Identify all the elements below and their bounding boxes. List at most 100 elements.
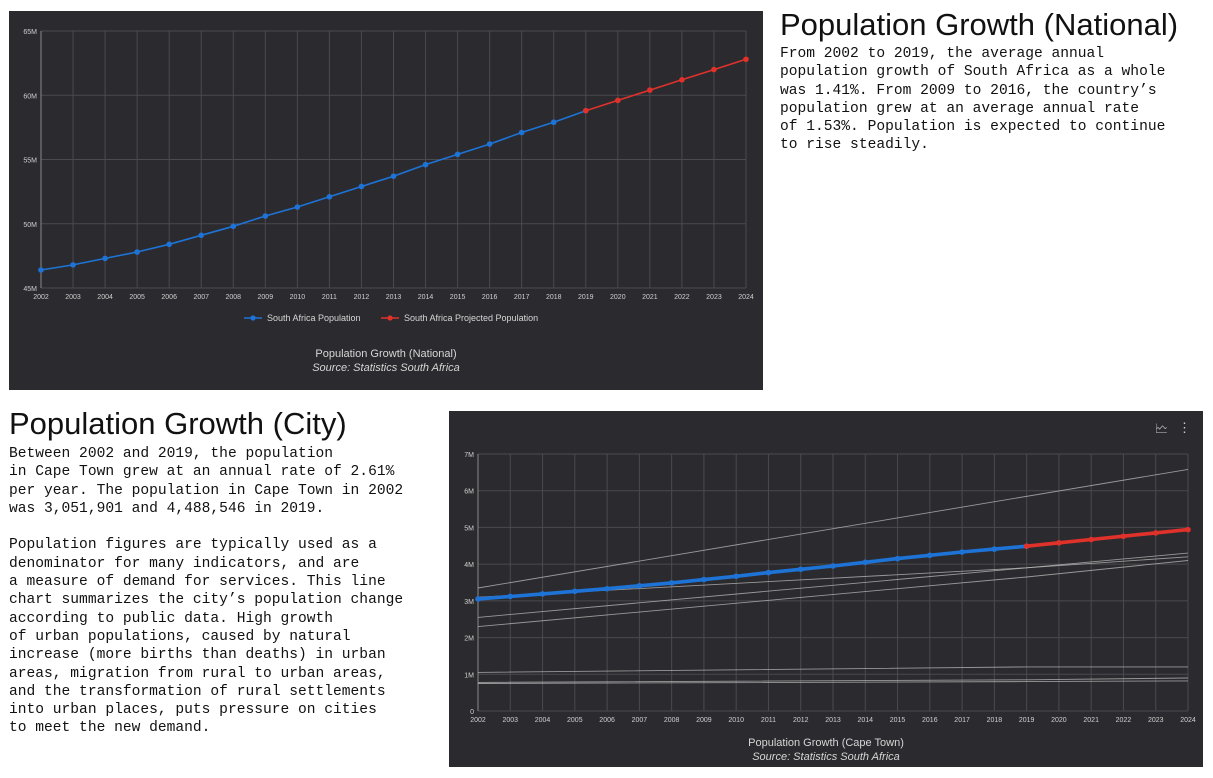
data-point — [894, 555, 901, 562]
data-point — [679, 77, 685, 83]
x-tick-label: 2003 — [502, 717, 518, 724]
data-point — [262, 213, 269, 219]
x-tick-label: 2016 — [482, 294, 498, 301]
x-tick-label: 2021 — [1083, 717, 1099, 724]
data-point — [166, 241, 172, 248]
y-tick-label: 45M — [23, 286, 37, 293]
data-point — [830, 563, 836, 569]
city-description: Between 2002 and 2019, the population in… — [9, 446, 404, 737]
data-point — [539, 591, 546, 597]
x-tick-label: 2022 — [1116, 717, 1132, 724]
x-tick-label: 2015 — [890, 717, 906, 724]
y-tick-label: 7M — [464, 452, 474, 459]
x-tick-label: 2018 — [546, 294, 562, 301]
national-population-chart: 45M 50M 55M 60M 65M 2002 2003 2004 2005 2006 2007 2… — [23, 29, 754, 323]
series-line — [477, 544, 1027, 601]
x-tick-label: 2023 — [1148, 717, 1164, 724]
data-point — [507, 593, 514, 600]
x-tick-label: 2007 — [193, 294, 209, 301]
x-tick-label: 2015 — [450, 294, 466, 301]
chart-toolbar: 🗠 ⋮ — [1155, 420, 1191, 442]
x-tick-label: 2024 — [1180, 717, 1196, 724]
data-point — [743, 56, 749, 63]
data-point — [1023, 543, 1030, 550]
x-tick-label: 2013 — [386, 294, 402, 301]
data-point — [701, 576, 707, 583]
chart-insights-icon[interactable]: 🗠 — [1154, 421, 1168, 436]
data-point — [1120, 533, 1127, 540]
data-point — [797, 566, 804, 573]
x-tick-label: 2004 — [535, 717, 551, 724]
data-point — [454, 151, 461, 158]
data-point — [765, 569, 772, 576]
data-point — [486, 141, 493, 147]
legend-marker — [387, 315, 393, 321]
national-chart-footer: Population Growth (National) Source: Sta… — [9, 347, 763, 375]
data-point — [475, 596, 481, 602]
context-series-line — [477, 556, 1189, 618]
data-point — [1185, 526, 1191, 533]
national-heading: Population Growth (National) — [780, 7, 1179, 42]
data-point — [1152, 530, 1159, 536]
x-tick-label: 2005 — [129, 294, 145, 301]
x-tick-label: 2023 — [706, 294, 722, 301]
more-vert-icon[interactable]: ⋮ — [1178, 420, 1191, 435]
y-tick-label: 60M — [23, 93, 37, 100]
y-tick-label: 55M — [23, 158, 37, 165]
city-heading: Population Growth (City) — [9, 406, 347, 441]
data-point — [326, 193, 333, 200]
y-tick-label: 0 — [470, 709, 474, 716]
city-population-chart: 0 1M 2M 3M 4M 5M 6M 7M 2002 2003 2004 2005 2006 2007 2… — [464, 452, 1196, 724]
x-tick-label: 2016 — [922, 717, 938, 724]
city-chart-title: Population Growth (Cape Town) — [748, 737, 904, 749]
data-point — [70, 262, 76, 268]
data-point — [134, 249, 140, 255]
data-point — [422, 161, 429, 168]
series-line — [1026, 527, 1189, 548]
city-chart-card: 0 1M 2M 3M 4M 5M 6M 7M 2002 2003 2004 2005 2006 2007 2… — [449, 411, 1203, 767]
data-point — [647, 87, 653, 93]
x-tick-label: 2011 — [761, 717, 776, 724]
data-point — [615, 97, 621, 104]
national-chart-card: 45M 50M 55M 60M 65M 2002 2003 2004 2005 2006 2007 2… — [9, 11, 763, 390]
city-chart-source: Source: Statistics South Africa — [752, 751, 900, 763]
x-tick-label: 2012 — [793, 717, 809, 724]
data-point — [198, 232, 205, 239]
data-point — [668, 580, 675, 586]
context-series-line — [477, 677, 1189, 683]
x-tick-label: 2006 — [599, 717, 615, 724]
context-series-line — [477, 680, 1189, 684]
x-tick-label: 2002 — [33, 294, 49, 301]
data-point — [518, 129, 525, 136]
x-tick-label: 2008 — [664, 717, 680, 724]
x-tick-label: 2004 — [97, 294, 113, 301]
y-tick-label: 6M — [464, 489, 474, 496]
x-tick-label: 2020 — [1051, 717, 1067, 724]
x-tick-label: 2011 — [322, 294, 337, 301]
data-point — [390, 173, 397, 180]
data-point — [572, 588, 578, 595]
x-tick-label: 2003 — [65, 294, 81, 301]
data-point — [582, 107, 589, 114]
series-line — [585, 58, 747, 112]
x-tick-label: 2017 — [514, 294, 530, 301]
data-point — [604, 585, 610, 592]
data-point — [230, 223, 237, 230]
legend-label: South Africa Population — [267, 313, 361, 323]
x-tick-label: 2019 — [578, 294, 594, 301]
x-tick-label: 2014 — [857, 717, 873, 724]
series-line — [40, 109, 587, 271]
y-tick-label: 50M — [23, 222, 37, 229]
y-tick-label: 5M — [464, 525, 474, 532]
x-tick-label: 2013 — [825, 717, 841, 724]
x-tick-label: 2009 — [258, 294, 274, 301]
y-tick-label: 3M — [464, 599, 474, 606]
data-point — [927, 552, 933, 559]
data-point — [1056, 540, 1062, 546]
y-tick-label: 1M — [464, 672, 474, 679]
context-series-line — [477, 666, 1188, 673]
data-point — [102, 255, 108, 262]
x-tick-label: 2010 — [290, 294, 306, 301]
data-point — [358, 183, 365, 190]
legend-label: South Africa Projected Population — [404, 313, 538, 323]
